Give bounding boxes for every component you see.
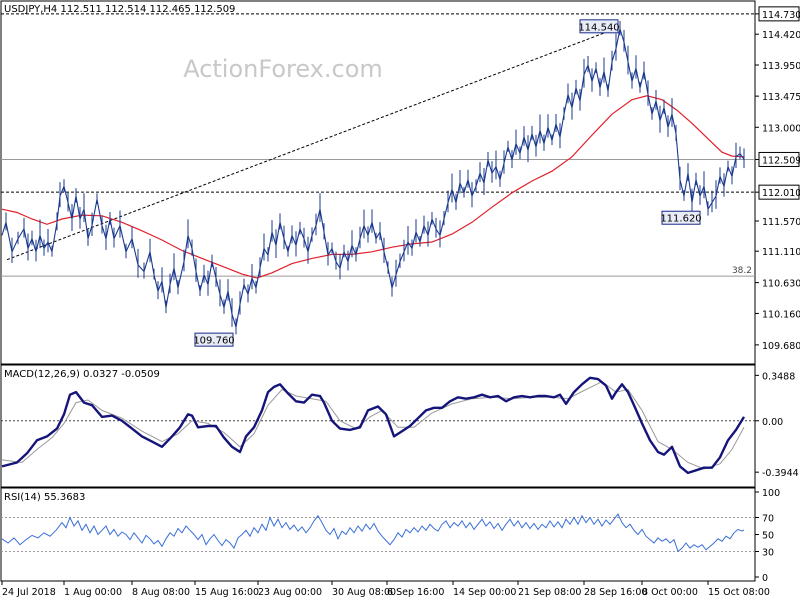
price-y-tick-label: 110.630	[762, 279, 800, 290]
price-y-tick-label: 111.570	[762, 217, 800, 228]
rsi-y-tick-label: 30	[762, 548, 774, 559]
rsi-y-axis: 100 70 50 30 0	[755, 488, 780, 584]
moving-average-line	[1, 95, 745, 279]
rsi-series-group	[1, 513, 755, 553]
price-y-tick-label: 114.730	[762, 10, 800, 21]
rsi-y-tick-label: 100	[762, 488, 780, 499]
price-y-tick-box	[758, 184, 800, 200]
time-x-axis: 24 Jul 2018 1 Aug 00:00 8 Aug 08:00 15 Aug …	[1, 581, 770, 598]
price-reference-lines: 38.2	[1, 13, 755, 277]
price-y-tick-label: 109.680	[762, 341, 800, 352]
trendline	[6, 26, 621, 261]
macd-header-text: MACD(12,26,9) 0.0327 -0.0509	[4, 369, 160, 380]
rsi-header-text: RSI(14) 55.3683	[4, 492, 85, 503]
macd-y-tick-label: 0.3488	[762, 371, 795, 382]
fib-level-label: 38.2	[732, 266, 752, 276]
rsi-line	[1, 513, 745, 553]
moving-average-group	[1, 95, 745, 279]
macd-y-tick-label: 0.00	[762, 417, 783, 428]
x-tick-label: 15 Aug 16:00	[195, 587, 259, 598]
price-y-tick-label: 112.509	[762, 155, 800, 166]
x-tick-label: 14 Sep 00:00	[453, 587, 516, 598]
price-callout-text: 114.540	[578, 22, 619, 33]
price-y-tick-box	[758, 6, 800, 22]
macd-y-axis: 0.3488 0.00 -0.3944	[755, 371, 799, 479]
price-callout-labels: 114.540 111.620 109.760	[193, 19, 702, 347]
price-callout-text: 109.760	[193, 336, 234, 347]
price-y-tick-label: 110.160	[762, 309, 800, 320]
price-y-tick-box	[758, 151, 800, 167]
x-tick-label: 8 Aug 08:00	[132, 587, 190, 598]
macd-y-tick-label: -0.3944	[762, 468, 799, 479]
macd-line	[1, 376, 746, 475]
price-y-axis: 114.730 114.420 113.950 113.475 113.000 112.5…	[755, 6, 800, 352]
price-panel-frame	[0, 0, 756, 365]
price-y-tick-label: 112.010	[762, 188, 800, 199]
price-y-tick-label: 111.110	[762, 247, 800, 258]
x-tick-label: 23 Aug 00:00	[258, 587, 322, 598]
macd-series-group	[1, 376, 755, 475]
rsi-y-tick-label: 70	[762, 514, 774, 525]
rsi-y-tick-label: 50	[762, 531, 774, 542]
price-series-group	[1, 20, 745, 335]
x-tick-label: 30 Aug 08:00	[332, 587, 396, 598]
x-tick-label: 28 Sep 16:00	[584, 587, 647, 598]
watermark-text: ActionForex.com	[183, 55, 383, 83]
x-tick-label: 8 Oct 00:00	[642, 587, 698, 598]
rsi-y-tick-label: 0	[762, 573, 768, 584]
price-callout-box	[579, 19, 619, 34]
price-callout-box	[194, 332, 234, 347]
price-y-tick-label: 113.950	[762, 61, 800, 72]
x-tick-label: 1 Aug 00:00	[64, 587, 122, 598]
price-header-text: USDJPY,H4 112.511 112.514 112.465 112.50…	[4, 4, 235, 15]
price-callout-text: 111.620	[660, 214, 701, 225]
price-callout-box	[661, 210, 701, 225]
price-y-tick-label: 113.475	[762, 92, 800, 103]
price-y-tick-label: 114.420	[762, 30, 800, 41]
macd-panel-frame	[0, 364, 756, 488]
price-y-tick-label: 113.000	[762, 123, 800, 134]
x-tick-label: 24 Jul 2018	[2, 587, 56, 598]
x-tick-label: 21 Sep 08:00	[518, 587, 581, 598]
x-tick-label: 6 Sep 16:00	[387, 587, 444, 598]
x-tick-label: 15 Oct 08:00	[708, 587, 770, 598]
